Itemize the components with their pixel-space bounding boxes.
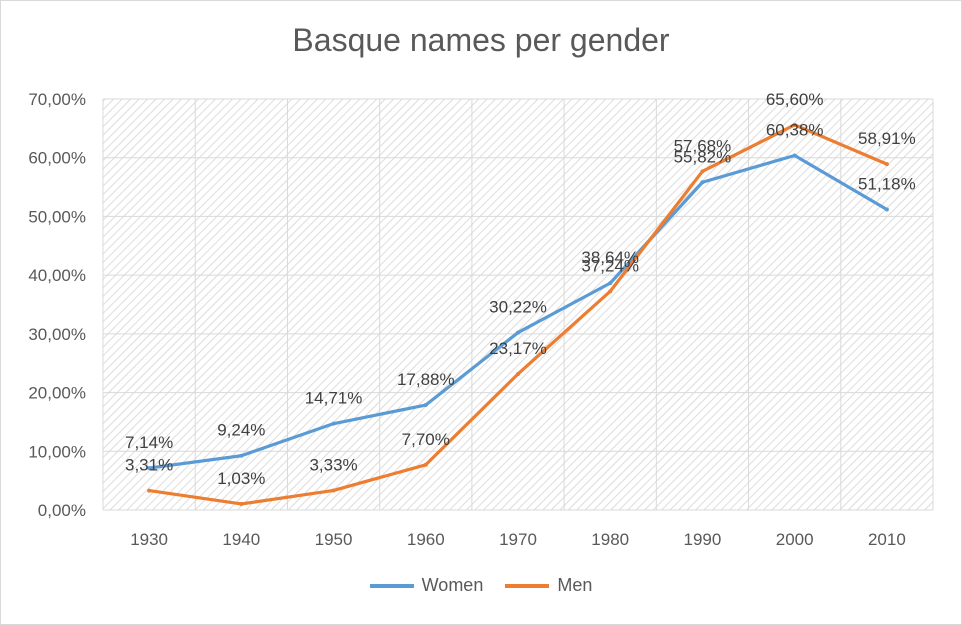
series-layer [147,122,889,506]
legend: Women Men [0,575,962,596]
x-tick-label: 1960 [407,530,445,549]
data-label-women: 51,18% [858,175,916,194]
data-point-men[interactable] [884,162,889,167]
data-point-men[interactable] [423,462,428,467]
data-point-men[interactable] [147,488,152,493]
data-label-women: 17,88% [397,370,455,389]
data-label-women: 14,71% [305,389,363,408]
data-point-women[interactable] [239,453,244,458]
y-tick-label: 50,00% [28,207,86,226]
data-point-women[interactable] [516,330,520,335]
data-point-men[interactable] [516,371,520,376]
legend-swatch-women [369,583,414,588]
data-point-men[interactable] [700,169,705,174]
x-tick-label: 1980 [591,530,629,549]
data-label-men: 1,03% [217,469,265,488]
data-point-men[interactable] [792,122,797,127]
y-tick-label: 30,00% [28,325,86,344]
y-tick-label: 60,00% [28,149,86,168]
data-point-women[interactable] [423,403,428,408]
data-label-women: 7,14% [125,433,173,452]
data-label-women: 38,64% [581,248,639,267]
data-label-men: 57,68% [674,136,732,155]
data-point-men[interactable] [239,501,244,506]
data-label-men: 3,31% [125,456,173,475]
y-tick-label: 0,00% [38,501,86,520]
x-tick-label: 1950 [315,530,353,549]
x-tick-label: 1970 [499,530,537,549]
plot-area [103,99,933,510]
y-tick-label: 40,00% [28,266,86,285]
data-point-women[interactable] [608,281,613,286]
data-label-women: 55,82% [674,147,732,166]
legend-item-men[interactable]: Men [505,575,592,596]
data-point-women[interactable] [884,207,889,212]
label-layer: 7,14% 9,24% 14,71% 17,88% 30,22% 38,64% 55,82%… [125,90,916,488]
x-tick-label: 2010 [868,530,906,549]
legend-label-women: Women [421,575,484,595]
data-label-men: 23,17% [489,339,547,358]
data-label-men: 3,33% [309,455,357,474]
data-label-women: 60,38% [766,120,824,139]
x-tick-label: 1990 [684,530,722,549]
data-label-men: 7,70% [402,430,450,449]
y-tick-label: 20,00% [28,384,86,403]
x-tick-label: 1940 [222,530,260,549]
y-tick-label: 70,00% [28,90,86,109]
data-point-women[interactable] [331,421,336,426]
x-tick-label: 1930 [130,530,168,549]
axis-layer: 0,00% 10,00% 20,00% 30,00% 40,00% 50,00% 60,00… [28,90,905,549]
legend-label-men: Men [557,575,593,595]
data-point-women[interactable] [792,153,797,158]
data-label-men: 37,24% [581,256,639,275]
data-point-women[interactable] [147,466,152,471]
x-tick-label: 2000 [776,530,814,549]
y-tick-label: 10,00% [28,442,86,461]
legend-item-women[interactable]: Women [369,575,484,596]
data-label-men: 58,91% [858,129,916,148]
data-point-men[interactable] [331,488,336,493]
data-point-women[interactable] [700,180,705,185]
data-label-women: 9,24% [217,421,265,440]
legend-swatch-men [505,583,550,588]
chart-title: Basque names per gender [292,22,670,58]
data-point-men[interactable] [608,289,613,294]
data-label-women: 30,22% [489,298,547,317]
data-label-men: 65,60% [766,90,824,109]
